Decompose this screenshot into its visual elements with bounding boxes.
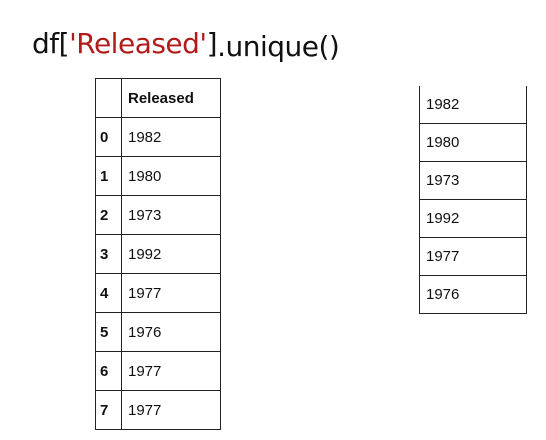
row-value: 1992 (121, 234, 221, 274)
unique-value: 1973 (419, 161, 527, 200)
unique-values-table: 1982 1980 1973 1992 1977 1976 (419, 86, 527, 314)
row-index: 3 (95, 234, 122, 274)
unique-value: 1977 (419, 237, 527, 276)
unique-value: 1982 (419, 86, 527, 124)
row-index: 2 (95, 195, 122, 235)
row-index: 7 (95, 390, 122, 430)
table-row: 1 1980 (95, 156, 221, 196)
table-row: 0 1982 (95, 117, 221, 157)
row-index: 0 (95, 117, 122, 157)
list-item: 1992 (419, 199, 527, 238)
index-header-cell (95, 78, 122, 118)
unique-value: 1992 (419, 199, 527, 238)
row-value: 1976 (121, 312, 221, 352)
column-header-released: Released (121, 78, 221, 118)
row-value: 1977 (121, 273, 221, 313)
table-row: 7 1977 (95, 390, 221, 430)
unique-value: 1976 (419, 275, 527, 314)
list-item: 1973 (419, 161, 527, 200)
row-index: 6 (95, 351, 122, 391)
unique-value: 1980 (419, 123, 527, 162)
list-item: 1976 (419, 275, 527, 314)
row-value: 1982 (121, 117, 221, 157)
row-value: 1977 (121, 351, 221, 391)
row-index: 4 (95, 273, 122, 313)
list-item: 1980 (419, 123, 527, 162)
list-item: 1982 (419, 86, 527, 124)
table-row: 5 1976 (95, 312, 221, 352)
table-row: 6 1977 (95, 351, 221, 391)
row-value: 1977 (121, 390, 221, 430)
dataframe-table: Released 0 1982 1 1980 2 1973 3 1992 4 1… (95, 78, 221, 430)
row-index: 5 (95, 312, 122, 352)
row-value: 1980 (121, 156, 221, 196)
dataframe-header-row: Released (95, 78, 221, 118)
code-expression: df['Released'].unique() (32, 24, 340, 64)
code-prefix: df[ (32, 27, 70, 60)
code-close-bracket: ] (206, 27, 218, 60)
code-method-call: .unique() (217, 30, 340, 63)
table-row: 2 1973 (95, 195, 221, 235)
table-row: 4 1977 (95, 273, 221, 313)
row-index: 1 (95, 156, 122, 196)
list-item: 1977 (419, 237, 527, 276)
table-row: 3 1992 (95, 234, 221, 274)
row-value: 1973 (121, 195, 221, 235)
code-string-literal: 'Released' (69, 27, 207, 60)
